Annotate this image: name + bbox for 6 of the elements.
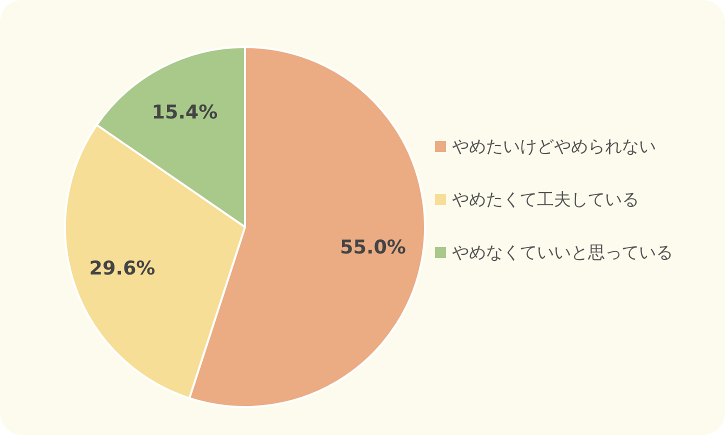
legend-label: やめたいけどやめられない: [452, 137, 656, 157]
data-label: 55.0%: [340, 236, 406, 258]
data-label: 29.6%: [89, 258, 156, 280]
data-label: 15.4%: [152, 101, 218, 124]
legend-label: やめなくていいと思っている: [452, 243, 673, 263]
legend-label: やめたくて工夫している: [452, 190, 639, 210]
